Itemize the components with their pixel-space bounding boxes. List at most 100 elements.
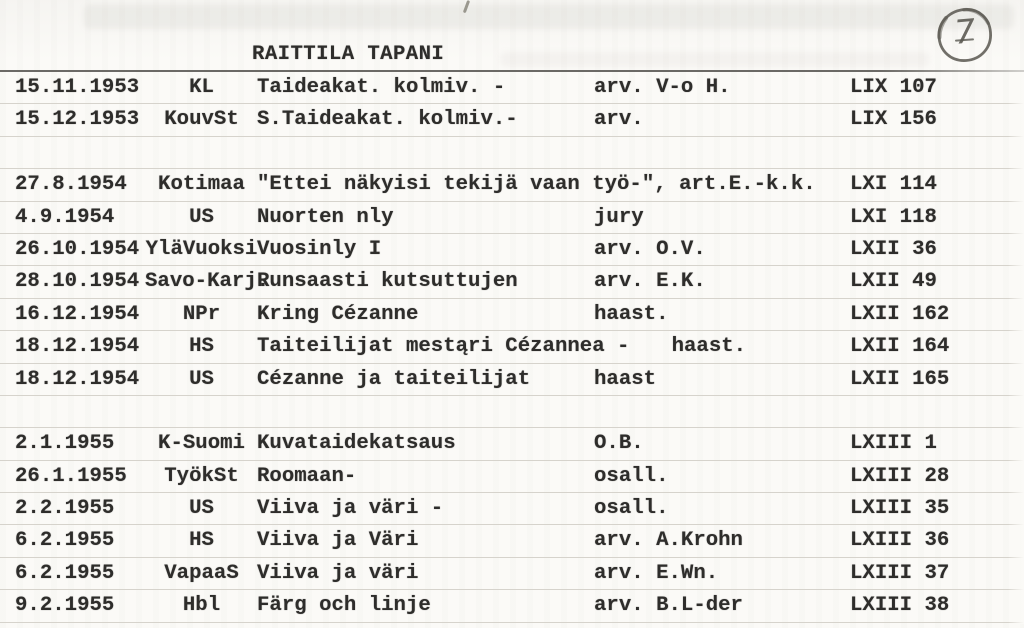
table-row: 26.1.1955 TyökSt Roomaan-osall. LXIII 28 bbox=[0, 461, 1024, 494]
entry-source: HS bbox=[189, 335, 214, 359]
entry-date: 2.2.1955 bbox=[15, 497, 115, 521]
entry-source bbox=[145, 396, 258, 427]
entry-title: Viiva ja väri bbox=[257, 561, 419, 585]
entry-source: VapaaS bbox=[164, 561, 239, 585]
entry-title: Runsaasti kutsuttujen bbox=[257, 270, 518, 294]
table-row bbox=[0, 137, 1024, 170]
entry-title: Kuvataidekatsaus bbox=[257, 432, 456, 456]
entry-reference: LXII 49 bbox=[850, 270, 937, 294]
entry-reference: LXI 118 bbox=[850, 205, 937, 229]
page-number: 7 bbox=[952, 11, 978, 52]
entry-source: KL bbox=[189, 76, 214, 99]
entry-date: 27.8.1954 bbox=[15, 173, 127, 197]
entry-source: Kotimaa bbox=[158, 173, 245, 197]
table-row: 26.10.1954 YläVuoksi Vuosinly I arv. O.V. LX… bbox=[0, 234, 1024, 267]
page-title: RAITTILA TAPANI bbox=[252, 43, 445, 66]
entry-annotation: arv. bbox=[594, 108, 644, 132]
table-row bbox=[0, 396, 1024, 429]
entry-annotation: arv. E.K. bbox=[594, 270, 706, 294]
table-row: 16.12.1954 NPr Kring Cézanne haast. LXII 162 bbox=[0, 299, 1024, 332]
entry-source: Hbl bbox=[182, 594, 221, 618]
table-row: 18.12.1954 US Cézanne ja taiteilijat haast L… bbox=[0, 364, 1024, 396]
entry-annotation: haast bbox=[594, 367, 657, 391]
entry-annotation: arv. B.L-der bbox=[594, 594, 743, 618]
scan-artifact-band bbox=[500, 52, 930, 67]
entry-source: NPr bbox=[182, 302, 221, 326]
entry-date: 9.2.1955 bbox=[15, 594, 115, 618]
entry-source: US bbox=[189, 367, 214, 391]
entry-source bbox=[145, 137, 258, 168]
entry-title: Taiteilijat mestąri Cézannea - bbox=[257, 335, 630, 359]
entry-reference: LXII 162 bbox=[850, 302, 950, 326]
entry-title: Roomaan- bbox=[257, 464, 357, 488]
entry-date: 28.10.1954 bbox=[15, 270, 140, 294]
entry-date: 2.1.1955 bbox=[15, 432, 115, 456]
table-row: 2.1.1955 K-Suomi Kuvataidekatsaus O.B. LXIII… bbox=[0, 428, 1024, 461]
entry-reference: LXIII 37 bbox=[850, 561, 950, 585]
entry-reference: LXI 114 bbox=[850, 173, 937, 197]
entry-date: 18.12.1954 bbox=[15, 335, 140, 359]
entries-table: 15.11.1953 KL Taideakat. kolmiv. - arv. V-o… bbox=[0, 72, 1024, 623]
entry-reference: LXII 36 bbox=[850, 237, 937, 261]
entry-annotation: jury bbox=[594, 205, 644, 229]
entry-date: 4.9.1954 bbox=[15, 205, 115, 229]
table-row: 9.2.1955 Hbl Färg och linje arv. B.L-der LXI… bbox=[0, 590, 1024, 623]
entry-title: Färg och linje bbox=[257, 594, 431, 618]
entry-source: TyökSt bbox=[164, 464, 239, 488]
entry-source: Savo-Karj. bbox=[145, 270, 270, 294]
table-row: 27.8.1954 Kotimaa "Ettei näkyisi tekijä va… bbox=[0, 169, 1024, 202]
entry-date: 15.12.1953 bbox=[15, 108, 140, 132]
entry-source: K-Suomi bbox=[158, 432, 245, 456]
table-row: 6.2.1955 HS Viiva ja Väri arv. A.Krohn LXIII… bbox=[0, 525, 1024, 558]
entry-date: 6.2.1955 bbox=[15, 529, 115, 553]
entry-annotation: osall. bbox=[594, 497, 669, 521]
table-row: 2.2.1955 US Viiva ja väri - osall. LXIII 35 bbox=[0, 493, 1024, 526]
entry-date: 16.12.1954 bbox=[15, 302, 140, 326]
entry-reference: LXIII 35 bbox=[850, 497, 950, 521]
scan-artifact-band bbox=[84, 5, 1014, 29]
entry-source: US bbox=[189, 205, 214, 229]
entry-source: YläVuoksi bbox=[145, 237, 258, 261]
entry-title: Vuosinly I bbox=[257, 237, 382, 261]
entry-reference: LXIII 28 bbox=[850, 464, 950, 488]
entry-date: 26.10.1954 bbox=[15, 237, 140, 261]
entry-title: S.Taideakat. kolmiv.- bbox=[257, 108, 518, 132]
entry-reference: LIX 107 bbox=[850, 76, 937, 99]
entry-title: Viiva ja väri - bbox=[257, 497, 444, 521]
entry-reference: LXII 165 bbox=[850, 367, 950, 391]
header-rule-line bbox=[0, 70, 1024, 72]
entry-title: Viiva ja Väri bbox=[257, 529, 419, 553]
entry-source: HS bbox=[189, 529, 214, 553]
table-row: 15.11.1953 KL Taideakat. kolmiv. - arv. V-o… bbox=[0, 72, 1024, 105]
pencil-circle-icon bbox=[937, 7, 992, 62]
entry-title: Nuorten nly bbox=[257, 205, 394, 229]
table-row: 15.12.1953 KouvSt S.Taideakat. kolmiv.- arv… bbox=[0, 104, 1024, 137]
pencil-tick-mark bbox=[462, 0, 470, 14]
entry-reference: LXIII 38 bbox=[850, 594, 950, 618]
entry-reference: LXIII 36 bbox=[850, 529, 950, 553]
entry-annotation: arv. O.V. bbox=[594, 237, 706, 261]
table-row: 28.10.1954 Savo-Karj. Runsaasti kutsuttuje… bbox=[0, 266, 1024, 299]
entry-title: Cézanne ja taiteilijat bbox=[257, 367, 531, 391]
table-row: 6.2.1955 VapaaS Viiva ja väri arv. E.Wn. LXI… bbox=[0, 558, 1024, 591]
entry-source: US bbox=[189, 497, 214, 521]
entry-title: Taideakat. kolmiv. - bbox=[257, 76, 506, 99]
entry-date: 18.12.1954 bbox=[15, 367, 140, 391]
entry-date: 6.2.1955 bbox=[15, 561, 115, 585]
entry-annotation: haast. bbox=[671, 335, 747, 359]
page-number-badge: 7 bbox=[934, 5, 996, 65]
entry-source: KouvSt bbox=[164, 108, 239, 132]
table-row: 18.12.1954 HS Taiteilijat mestąri Cézannea… bbox=[0, 331, 1024, 364]
table-row: 4.9.1954 US Nuorten nly jury LXI 118 bbox=[0, 202, 1024, 234]
entry-reference: LIX 156 bbox=[850, 108, 937, 132]
entry-annotation: arv. V-o H. bbox=[594, 76, 731, 99]
entry-annotation: osall. bbox=[594, 464, 669, 488]
entry-annotation: arv. E.Wn. bbox=[594, 561, 719, 585]
entry-date: 26.1.1955 bbox=[15, 464, 127, 488]
entry-title: Kring Cézanne bbox=[257, 302, 419, 326]
entry-title: "Ettei näkyisi tekijä vaan työ-", art.E.… bbox=[257, 173, 816, 197]
entry-date: 15.11.1953 bbox=[15, 76, 140, 99]
entry-annotation: haast. bbox=[594, 302, 669, 326]
entry-reference: LXII 164 bbox=[850, 335, 950, 359]
